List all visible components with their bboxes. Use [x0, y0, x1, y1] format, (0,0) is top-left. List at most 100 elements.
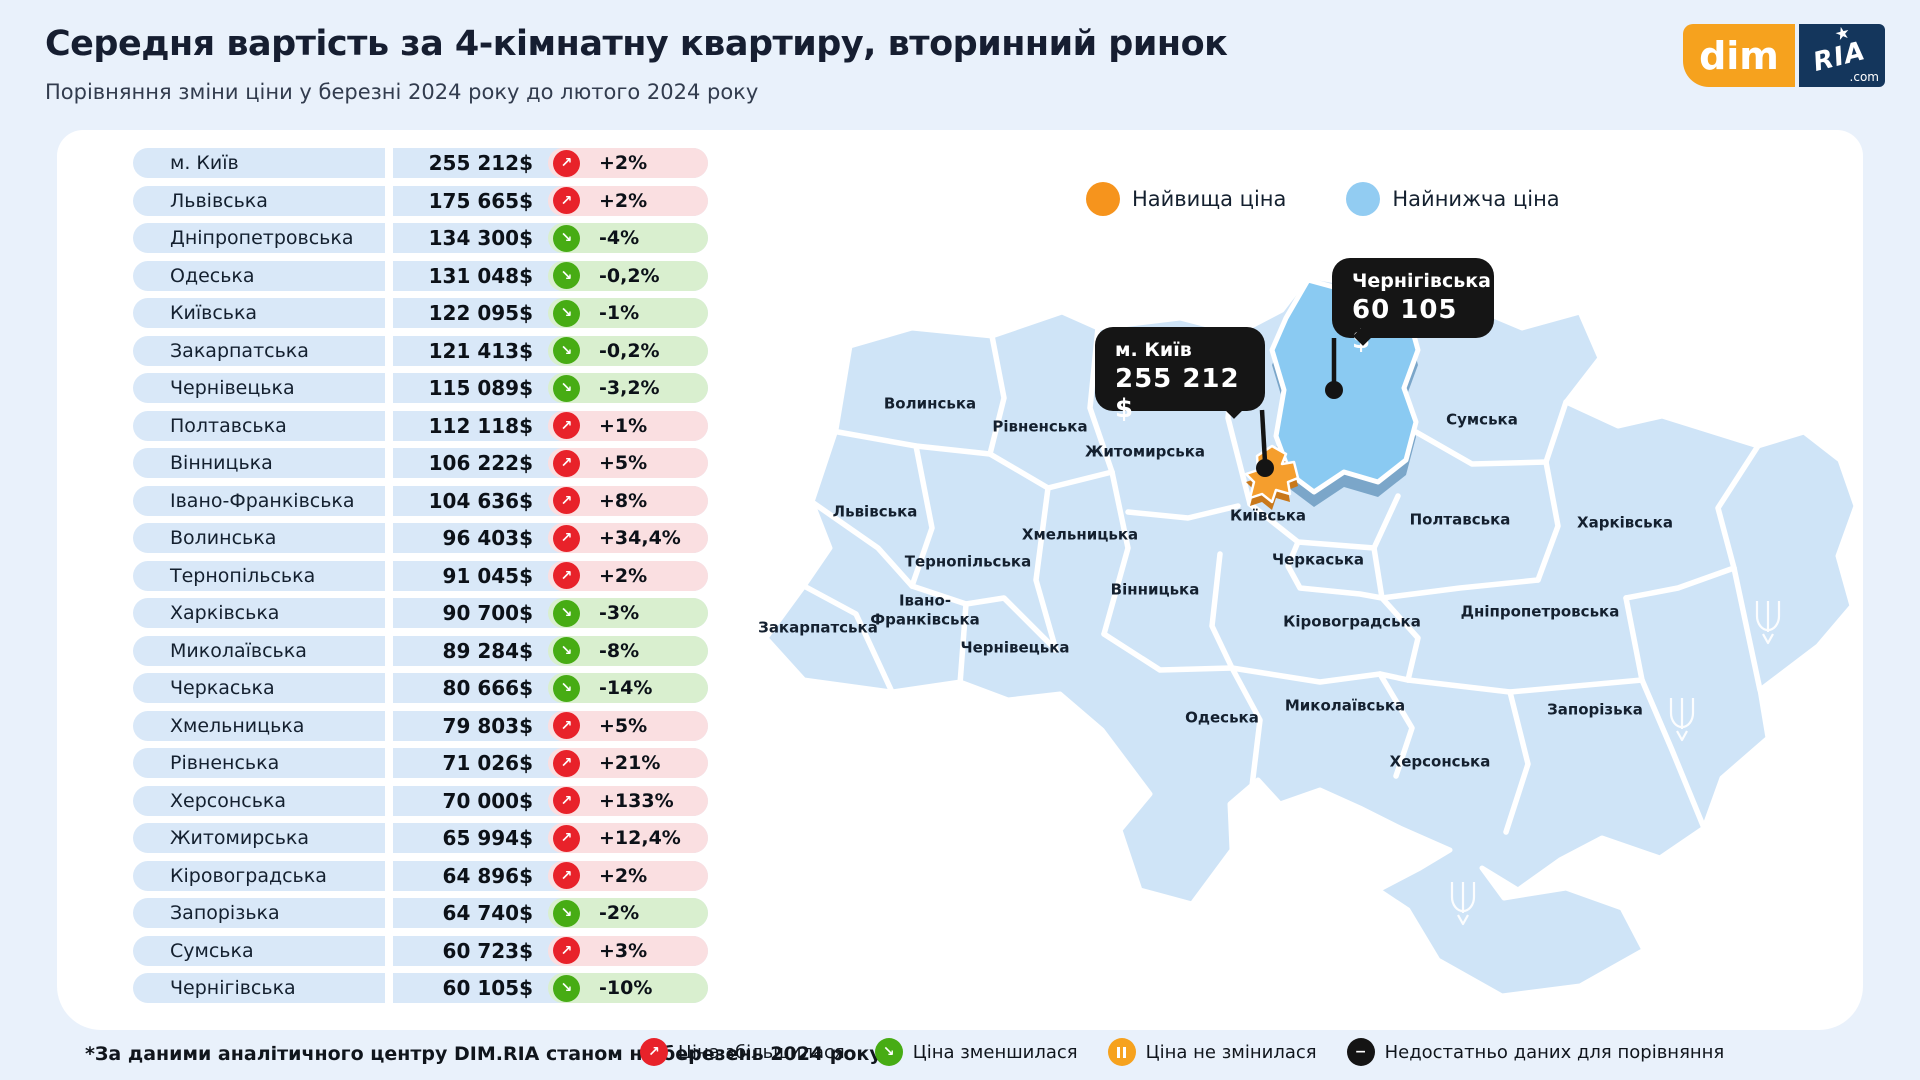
tooltip-pins: [1256, 338, 1343, 477]
legend-lowest-label: Найнижча ціна: [1392, 187, 1560, 211]
dim-ria-logo: dim ★ RIA .com: [1683, 24, 1885, 87]
footer-legend-label: Ціна збільшилася: [678, 1041, 845, 1063]
region-value: 65 994$ +12,4%: [393, 823, 708, 853]
map-region-label: Вінницька: [1110, 580, 1200, 599]
footer-legend-item: Недостатньо даних для порівняння: [1346, 1038, 1725, 1066]
trend-arrow-icon: [553, 674, 580, 702]
change-value: -2%: [599, 902, 640, 924]
table-row: Волинська 96 403$ +34,4%: [133, 523, 708, 553]
change-value: +1%: [599, 414, 648, 437]
row-gap: [385, 561, 393, 591]
map-region-label: Дніпропетровська: [1460, 602, 1620, 621]
trend-arrow-icon: [553, 374, 580, 402]
trend-arrow-icon: [553, 712, 580, 739]
row-gap: [385, 336, 393, 366]
trend-arrow-icon: [553, 149, 580, 177]
change-pill: +1%: [548, 410, 708, 441]
table-row: м. Київ 255 212$ +2%: [133, 148, 708, 178]
region-value: 71 026$ +21%: [393, 748, 708, 778]
region-value: 112 118$ +1%: [393, 410, 708, 441]
change-pill: -2%: [548, 898, 708, 928]
change-pill: +133%: [548, 785, 708, 816]
region-name: Тернопільська: [133, 560, 385, 591]
table-row: Житомирська 65 994$ +12,4%: [133, 823, 708, 853]
trend-arrow-icon: [553, 187, 580, 214]
region-price: 121 413$: [428, 338, 533, 363]
oblast-borders: [801, 325, 1763, 835]
change-pill: +2%: [548, 860, 708, 891]
region-value: 64 896$ +2%: [393, 860, 708, 891]
map-region-label: Закарпатська: [758, 618, 878, 637]
region-price: 70 000$: [442, 788, 533, 813]
row-gap: [385, 298, 393, 328]
row-gap: [385, 786, 393, 816]
change-value: +133%: [599, 789, 674, 812]
map-region-label: Миколаївська: [1284, 696, 1406, 715]
table-row: Миколаївська 89 284$ -8%: [133, 635, 708, 666]
change-pill: -14%: [548, 673, 708, 703]
trend-arrow-icon: [553, 337, 580, 364]
change-value: -3%: [599, 602, 640, 624]
row-gap: [385, 486, 393, 516]
map-legend: Найвища ціна Найнижча ціна: [1086, 182, 1560, 216]
region-name: Харківська: [133, 598, 385, 628]
region-name: Одеська: [133, 260, 385, 291]
change-pill: -8%: [548, 635, 708, 666]
change-pill: -4%: [548, 223, 708, 253]
table-row: Львівська 175 665$ +2%: [133, 185, 708, 216]
footer-legend-label: Ціна не змінилася: [1145, 1041, 1317, 1063]
region-price: 106 222$: [428, 451, 533, 475]
region-price: 131 048$: [428, 263, 533, 288]
region-price: 60 105$: [442, 976, 533, 1000]
region-value: 106 222$ +5%: [393, 448, 708, 478]
row-gap: [385, 711, 393, 741]
table-row: Херсонська 70 000$ +133%: [133, 785, 708, 816]
region-price: 89 284$: [442, 638, 533, 663]
region-price: 90 700$: [442, 601, 533, 625]
footer-legend-item: Ціна зменшилася: [874, 1038, 1078, 1066]
change-value: -14%: [599, 677, 653, 699]
table-row: Запорізька 64 740$ -2%: [133, 898, 708, 928]
region-name: Дніпропетровська: [133, 223, 385, 253]
price-table: м. Київ 255 212$ +2% Львівська 175 665$: [133, 148, 708, 1003]
trend-arrow-icon: [553, 899, 580, 927]
kyiv-city-highlight: [1244, 444, 1300, 510]
change-pill: -1%: [548, 298, 708, 328]
data-source-note: *За даними аналітичного центру DIM.RIA с…: [85, 1043, 882, 1065]
trend-arrow-icon: [553, 562, 580, 589]
region-value: 134 300$ -4%: [393, 223, 708, 253]
change-value: +2%: [599, 564, 648, 587]
footer-legend-item: Ціна збільшилася: [640, 1038, 845, 1066]
region-value: 90 700$ -3%: [393, 598, 708, 628]
tooltip-region-name: Чернігівська: [1352, 270, 1491, 292]
region-name: Івано-Франківська: [133, 485, 385, 516]
region-name: Херсонська: [133, 785, 385, 816]
footer-legend-label: Недостатньо даних для порівняння: [1384, 1041, 1725, 1063]
kyiv-pin-dot: [1256, 459, 1274, 477]
region-value: 175 665$ +2%: [393, 185, 708, 216]
change-pill: -0,2%: [548, 335, 708, 366]
legend-highest-label: Найвища ціна: [1132, 187, 1287, 211]
ukraine-map: Волинська Рівненська Житомирська Львівська Х…: [758, 250, 1900, 1010]
ria-com-suffix: .com: [1849, 70, 1879, 84]
region-value: 104 636$ +8%: [393, 485, 708, 516]
map-region-label: Волинська: [883, 394, 977, 413]
chernihiv-price-tooltip: Чернігівська 60 105 $: [1332, 258, 1494, 355]
map-region-label: Полтавська: [1409, 510, 1511, 529]
trend-arrow-icon: [553, 637, 580, 664]
trend-arrow-icon: [553, 862, 580, 889]
map-region-label: Хмельницька: [1021, 525, 1139, 544]
region-price: 96 403$: [442, 526, 533, 550]
region-price: 91 045$: [442, 563, 533, 588]
region-price: 112 118$: [428, 413, 533, 438]
change-pill: -3%: [548, 598, 708, 628]
change-pill: +5%: [548, 710, 708, 741]
trend-arrow-icon: [553, 412, 580, 439]
row-gap: [385, 748, 393, 778]
dim-logo: dim: [1683, 24, 1795, 87]
region-price: 65 994$: [442, 826, 533, 850]
table-row: Чернівецька 115 089$ -3,2%: [133, 373, 708, 403]
change-value: +5%: [599, 452, 648, 474]
region-name: Київська: [133, 298, 385, 328]
change-value: -1%: [599, 302, 640, 324]
